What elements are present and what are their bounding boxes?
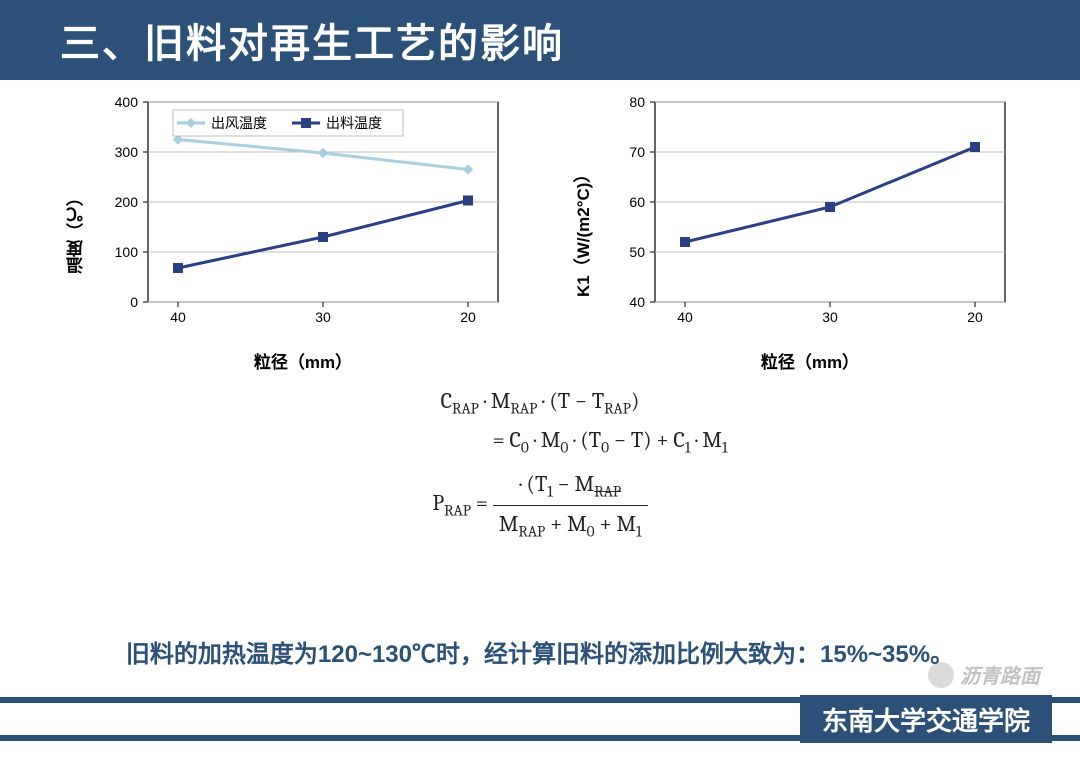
- slide-page: 三、旧料对再生工艺的影响 温度（℃） 0 100 200 300 400 40 30 20 出风…: [0, 0, 1080, 759]
- svg-text:80: 80: [629, 94, 645, 110]
- slide-title: 三、旧料对再生工艺的影响: [60, 11, 564, 69]
- equation-denominator: MRAP + M0 + M1: [493, 506, 648, 545]
- svg-text:100: 100: [115, 244, 139, 260]
- watermark-text: 沥青路面: [960, 660, 1040, 689]
- watermark: 沥青路面: [928, 660, 1040, 689]
- chart-2-col: 40 50 60 70 80 40 30 20 粒径（mm）: [600, 90, 1020, 373]
- chart-2-xlabel: 粒径（mm）: [761, 348, 859, 373]
- svg-text:300: 300: [115, 144, 139, 160]
- equation-fraction: · (T1 − MRAP MRAP + M0 + M1: [493, 466, 648, 544]
- title-bar: 三、旧料对再生工艺的影响: [0, 0, 1080, 80]
- svg-text:40: 40: [629, 294, 645, 310]
- chart-1-ylabel: 温度（℃）: [60, 90, 93, 373]
- chart-1-svg: 0 100 200 300 400 40 30 20 出风温度 出料温度: [93, 90, 513, 330]
- svg-text:200: 200: [115, 194, 139, 210]
- svg-text:20: 20: [967, 309, 983, 325]
- charts-row: 温度（℃） 0 100 200 300 400 40 30 20 出风温度 出料温度 粒径（mm）…: [0, 80, 1080, 373]
- svg-text:出风温度: 出风温度: [211, 115, 267, 131]
- svg-text:0: 0: [130, 294, 138, 310]
- chart-2-svg: 40 50 60 70 80 40 30 20: [600, 90, 1020, 330]
- svg-text:50: 50: [629, 244, 645, 260]
- chart-1-xlabel: 粒径（mm）: [254, 348, 352, 373]
- equation-numerator: · (T1 − MRAP: [493, 466, 648, 506]
- chart-1-col: 0 100 200 300 400 40 30 20 出风温度 出料温度 粒径（mm）: [93, 90, 513, 373]
- chart-2-ylabel: K1（W/(m2°C)）: [567, 90, 600, 373]
- svg-text:40: 40: [170, 309, 186, 325]
- svg-text:400: 400: [115, 94, 139, 110]
- chart-2-wrap: K1（W/(m2°C)） 40 50 60 70 80 40 30 20 粒径（mm）: [567, 90, 1020, 373]
- svg-text:60: 60: [629, 194, 645, 210]
- bottom-note: 旧料的加热温度为120~130℃时，经计算旧料的添加比例大致为：15%~35%。: [0, 634, 1080, 669]
- equation-line-2: = C0 · M0 · (T0 − T) + C1 · M1: [0, 422, 1080, 461]
- equation-line-3: PRAP = · (T1 − MRAP MRAP + M0 + M1: [0, 466, 1080, 544]
- svg-text:30: 30: [822, 309, 838, 325]
- equation-line-1: CRAP · MRAP · (T − TRAP): [0, 383, 1080, 422]
- svg-text:40: 40: [677, 309, 693, 325]
- footer-badge: 东南大学交通学院: [800, 695, 1052, 743]
- svg-text:出料温度: 出料温度: [326, 115, 382, 131]
- svg-text:20: 20: [460, 309, 476, 325]
- watermark-icon: [928, 662, 954, 688]
- svg-text:30: 30: [315, 309, 331, 325]
- svg-text:70: 70: [629, 144, 645, 160]
- equations-block: CRAP · MRAP · (T − TRAP) = C0 · M0 · (T0…: [0, 383, 1080, 544]
- footer: 东南大学交通学院: [0, 697, 1080, 741]
- chart-1-wrap: 温度（℃） 0 100 200 300 400 40 30 20 出风温度 出料温度 粒径（mm）: [60, 90, 513, 373]
